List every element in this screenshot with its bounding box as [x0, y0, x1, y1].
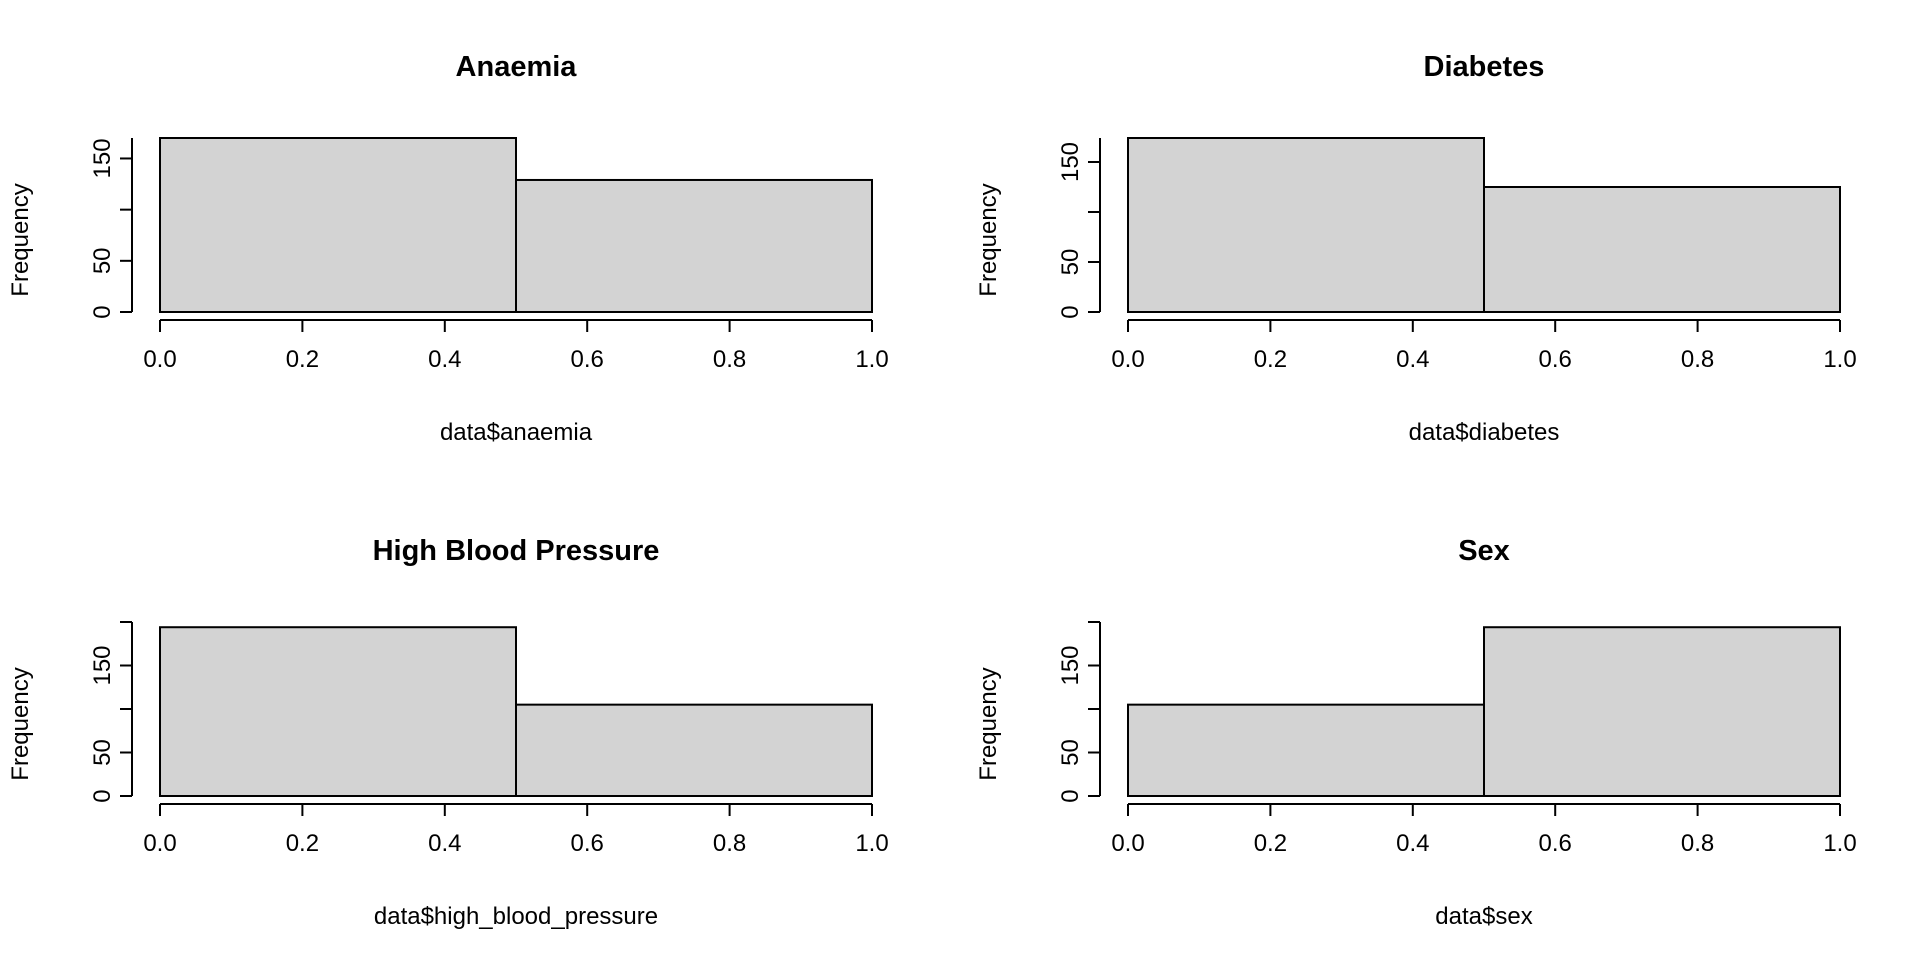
x-tick-label: 0.4: [1396, 830, 1429, 857]
x-tick-label: 0.6: [571, 346, 604, 373]
x-axis-label: data$sex: [1435, 903, 1532, 930]
y-axis-label: Frequency: [975, 667, 1002, 780]
x-tick-label: 0.8: [713, 830, 746, 857]
histogram-bar: [159, 137, 517, 313]
x-tick-label: 0.0: [143, 830, 176, 857]
x-tick-label: 0.4: [428, 830, 461, 857]
x-tick-label: 0.2: [286, 346, 319, 373]
x-tick-label: 0.6: [571, 830, 604, 857]
x-axis-label: data$high_blood_pressure: [374, 903, 658, 930]
y-axis-label: Frequency: [7, 667, 34, 780]
y-tick-label: 150: [89, 138, 116, 178]
chart-title: Sex: [1458, 535, 1510, 567]
y-tick-label: 150: [89, 645, 116, 685]
x-tick-label: 1.0: [1823, 830, 1856, 857]
histogram-panel: Diabetes 0.0 0.2 0.4 0.6 0.8 1.0 0 50 150 data$dia…: [975, 51, 1857, 446]
x-tick-label: 0.0: [1111, 346, 1144, 373]
y-tick-label: 0: [1057, 789, 1084, 802]
x-tick-label: 0.2: [1254, 830, 1287, 857]
x-tick-label: 0.8: [1681, 346, 1714, 373]
histogram-bar: [1127, 137, 1485, 313]
y-axis-label: Frequency: [7, 183, 34, 296]
histogram-bar: [515, 178, 873, 313]
x-tick-label: 0.4: [428, 346, 461, 373]
y-tick-label: 50: [1057, 249, 1084, 276]
histogram-panel: High Blood Pressure 0.0 0.2 0.4 0.6 0.8 1.0 0 50…: [7, 535, 889, 930]
x-tick-label: 1.0: [855, 346, 888, 373]
y-tick-label: 50: [89, 247, 116, 274]
x-tick-label: 0.8: [713, 346, 746, 373]
x-tick-label: 1.0: [1823, 346, 1856, 373]
histogram-panel: Sex 0.0 0.2 0.4 0.6 0.8 1.0 0 50 150 data$sex Frequ…: [975, 535, 1857, 930]
x-tick-label: 0.8: [1681, 830, 1714, 857]
y-tick-label: 150: [1057, 142, 1084, 182]
x-tick-label: 0.2: [1254, 346, 1287, 373]
y-axis-label: Frequency: [975, 183, 1002, 296]
x-tick-label: 0.2: [286, 830, 319, 857]
x-tick-label: 1.0: [855, 830, 888, 857]
histogram-panel: Anaemia 0.0 0.2 0.4 0.6 0.8 1.0 0 50 150 data$anae…: [7, 51, 889, 446]
x-tick-label: 0.6: [1539, 346, 1572, 373]
x-axis-label: data$diabetes: [1409, 419, 1560, 446]
x-tick-label: 0.6: [1539, 830, 1572, 857]
x-tick-label: 0.0: [1111, 830, 1144, 857]
y-tick-label: 50: [89, 739, 116, 766]
chart-title: High Blood Pressure: [373, 535, 660, 567]
y-tick-label: 0: [1057, 305, 1084, 318]
chart-title: Anaemia: [456, 51, 578, 83]
y-tick-label: 150: [1057, 645, 1084, 685]
histogram-bar: [1127, 703, 1485, 798]
x-axis-label: data$anaemia: [440, 419, 593, 446]
histogram-bar: [515, 703, 873, 798]
y-tick-label: 0: [89, 789, 116, 802]
histogram-bar: [1483, 186, 1841, 313]
histogram-bar: [159, 626, 517, 797]
y-tick-label: 50: [1057, 739, 1084, 766]
histogram-bar: [1483, 626, 1841, 797]
x-tick-label: 0.4: [1396, 346, 1429, 373]
y-tick-label: 0: [89, 305, 116, 318]
chart-title: Diabetes: [1424, 51, 1545, 83]
x-tick-label: 0.0: [143, 346, 176, 373]
